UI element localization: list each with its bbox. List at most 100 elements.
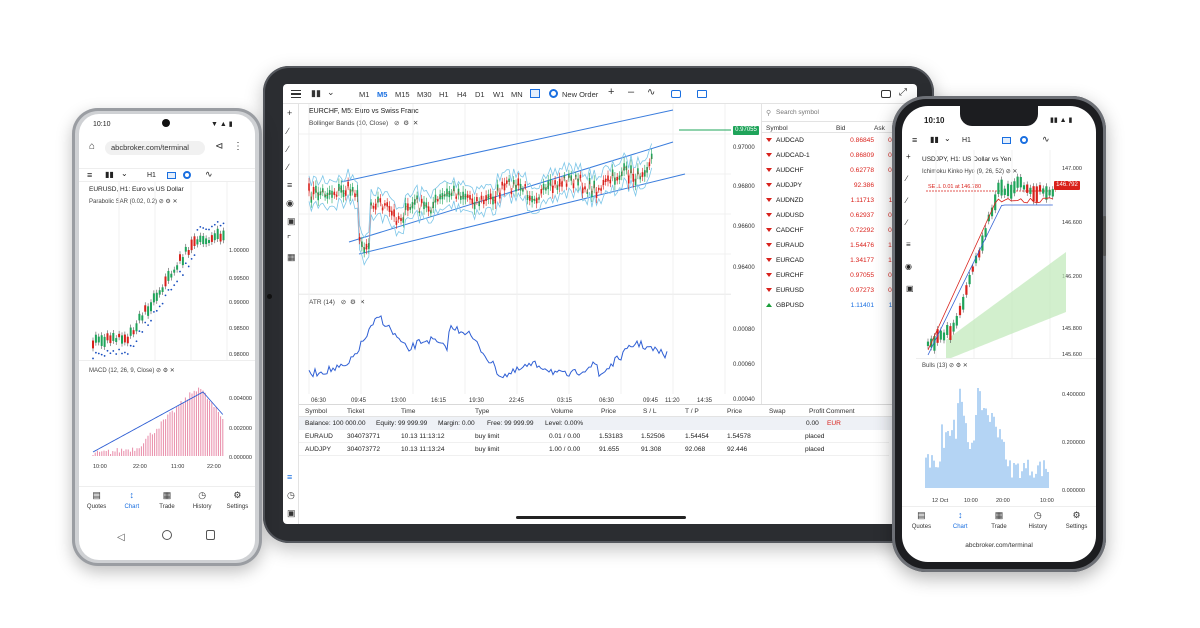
nav-item-settings[interactable]: ⚙ Settings xyxy=(1057,510,1096,536)
window-icon[interactable] xyxy=(697,90,707,98)
trade-header-cell[interactable]: T / P xyxy=(685,408,699,415)
price-chart[interactable] xyxy=(299,104,731,294)
bollinger-lower[interactable] xyxy=(308,167,653,266)
delete-drawings-icon[interactable]: ▦ xyxy=(287,252,296,262)
hide-indicator-icon[interactable]: ⊘ xyxy=(1005,169,1011,175)
trade-header-cell[interactable]: Time xyxy=(401,408,416,415)
lock-icon[interactable]: ▣ xyxy=(906,284,914,293)
pitchfork-icon[interactable]: ∕ xyxy=(906,218,908,227)
close-indicator-icon[interactable]: ✕ xyxy=(412,120,419,127)
bollinger-upper[interactable] xyxy=(308,143,653,239)
timeframe-button[interactable]: H1 xyxy=(147,172,156,179)
layout-icon[interactable] xyxy=(671,90,681,98)
hide-indicator-icon[interactable]: ⊘ xyxy=(949,363,955,369)
new-order-icon[interactable] xyxy=(183,171,191,179)
address-bar[interactable]: abcbroker.com/terminal xyxy=(965,542,1033,549)
settings-indicator-icon[interactable]: ⚙ xyxy=(403,120,410,127)
share-icon[interactable]: ⊲ xyxy=(215,141,224,152)
price-chart[interactable]: 1.000000.995000.990000.985000.980000.975… xyxy=(79,182,255,360)
menu-icon[interactable]: ≡ xyxy=(912,135,918,145)
trade-panel-icon[interactable]: ≡ xyxy=(287,472,293,482)
trendline-icon[interactable]: ∕ xyxy=(287,126,289,136)
android-home-icon[interactable] xyxy=(162,530,172,540)
close-indicator-icon[interactable]: ✕ xyxy=(1012,169,1018,175)
nav-item-trade[interactable]: ▦ Trade xyxy=(149,490,184,516)
price-chart[interactable]: 147.000 146.600 146.200 145.800 145.600 xyxy=(916,150,1096,358)
trade-row[interactable]: EURAUD 304073771 10.13 11:13:12 buy limit 0.… xyxy=(299,430,889,443)
trade-header-cell[interactable]: Ticket xyxy=(347,408,365,415)
timeframe-m30[interactable]: M30 xyxy=(417,90,432,99)
nav-item-history[interactable]: ◷ History xyxy=(1018,510,1057,536)
fibonacci-icon[interactable]: ≡ xyxy=(287,180,293,190)
more-icon[interactable]: ⋮ xyxy=(233,141,243,152)
settings-indicator-icon[interactable]: ⚙ xyxy=(162,368,169,374)
settings-indicator-icon[interactable]: ⚙ xyxy=(165,199,171,205)
channel-icon[interactable]: ∕ xyxy=(906,196,908,205)
close-indicator-icon[interactable]: ✕ xyxy=(962,363,968,369)
hide-indicator-icon[interactable]: ⊘ xyxy=(156,368,162,374)
indicators-icon[interactable]: ∿ xyxy=(647,87,656,98)
close-indicator-icon[interactable]: ✕ xyxy=(169,368,175,374)
candles-icon[interactable]: ▮▮ xyxy=(930,135,939,144)
search-input[interactable] xyxy=(776,107,906,118)
nav-item-quotes[interactable]: ▤ Quotes xyxy=(902,510,941,536)
trade-header-cell[interactable]: Type xyxy=(475,408,490,415)
trade-header-cell[interactable]: Price xyxy=(727,408,743,415)
crosshair-icon[interactable]: + xyxy=(287,108,293,118)
eye-icon[interactable]: ◉ xyxy=(286,198,294,208)
eye-icon[interactable]: ◉ xyxy=(905,262,912,271)
trade-header-cell[interactable]: Symbol xyxy=(305,408,327,415)
chart-type-chevron-icon[interactable]: ⌄ xyxy=(944,134,951,143)
flag-icon[interactable] xyxy=(530,89,540,98)
close-indicator-icon[interactable]: ✕ xyxy=(172,199,178,205)
indicators-icon[interactable]: ∿ xyxy=(205,169,213,179)
indicators-icon[interactable]: ∿ xyxy=(1042,134,1050,144)
timeframe-h1[interactable]: H1 xyxy=(439,90,449,99)
atr-line[interactable] xyxy=(308,315,668,379)
zoom-in-icon[interactable]: + xyxy=(608,86,615,98)
trade-header-cell[interactable]: Volume xyxy=(551,408,573,415)
home-icon[interactable]: ⌂ xyxy=(89,141,96,152)
bulls-chart[interactable]: 0.400000 0.200000 0.000000 12 Oct 10:00 20:00… xyxy=(916,358,1096,504)
trade-header-cell[interactable]: Swap xyxy=(769,408,786,415)
nav-item-history[interactable]: ◷ History xyxy=(185,490,220,516)
hide-indicator-icon[interactable]: ⊘ xyxy=(158,199,164,205)
kijun-line[interactable] xyxy=(927,204,1053,356)
new-order-icon[interactable] xyxy=(1020,136,1028,144)
nav-item-quotes[interactable]: ▤ Quotes xyxy=(79,490,114,516)
chart-type-chevron-icon[interactable]: ⌄ xyxy=(327,87,335,97)
trendline-icon[interactable]: ∕ xyxy=(906,174,908,183)
lock-icon[interactable]: ▣ xyxy=(287,216,296,226)
timeframe-h4[interactable]: H4 xyxy=(457,90,467,99)
trade-header-cell[interactable]: Profit xyxy=(809,408,825,415)
order-line-label[interactable]: SELL 0.01 at 146.780 xyxy=(928,184,982,190)
trade-header-cell[interactable]: S / L xyxy=(643,408,657,415)
timeframe-m15[interactable]: M15 xyxy=(395,90,410,99)
anchor-icon[interactable]: ⌜ xyxy=(287,234,292,244)
macd-chart[interactable]: 0.004000 0.002000 0.000000 10:00 22:00 11:00 2… xyxy=(79,360,255,470)
timeframe-d1[interactable]: D1 xyxy=(475,90,485,99)
new-order-button[interactable]: New Order xyxy=(562,90,599,99)
crosshair-icon[interactable]: + xyxy=(906,152,911,161)
timeframe-w1[interactable]: W1 xyxy=(493,90,505,99)
new-order-icon[interactable] xyxy=(549,89,558,98)
chart-type-chevron-icon[interactable]: ⌄ xyxy=(121,169,128,178)
trade-header-cell[interactable]: Comment xyxy=(826,408,855,415)
url-bar[interactable]: abcbroker.com/terminal xyxy=(105,141,205,155)
menu-icon[interactable] xyxy=(291,90,301,98)
candles-icon[interactable]: ▮▮ xyxy=(311,88,321,98)
android-recents-icon[interactable] xyxy=(206,530,215,540)
zoom-out-icon[interactable]: – xyxy=(628,86,635,98)
fullscreen-icon[interactable]: ⤢ xyxy=(899,87,907,98)
flag-icon[interactable] xyxy=(1002,137,1011,144)
nav-item-settings[interactable]: ⚙ Settings xyxy=(220,490,255,516)
flag-icon[interactable] xyxy=(167,172,176,179)
pitchfork-icon[interactable]: ∕ xyxy=(287,162,289,172)
trade-row[interactable]: AUDJPY 304073772 10.13 11:13:24 buy limit 1.… xyxy=(299,443,889,456)
hide-indicator-icon[interactable]: ⊘ xyxy=(393,120,400,127)
channel-line[interactable] xyxy=(358,173,686,255)
channel-line[interactable] xyxy=(340,109,674,183)
screenshot-icon[interactable] xyxy=(881,90,891,98)
menu-icon[interactable]: ≡ xyxy=(87,170,93,180)
timeframe-button[interactable]: H1 xyxy=(962,137,971,144)
